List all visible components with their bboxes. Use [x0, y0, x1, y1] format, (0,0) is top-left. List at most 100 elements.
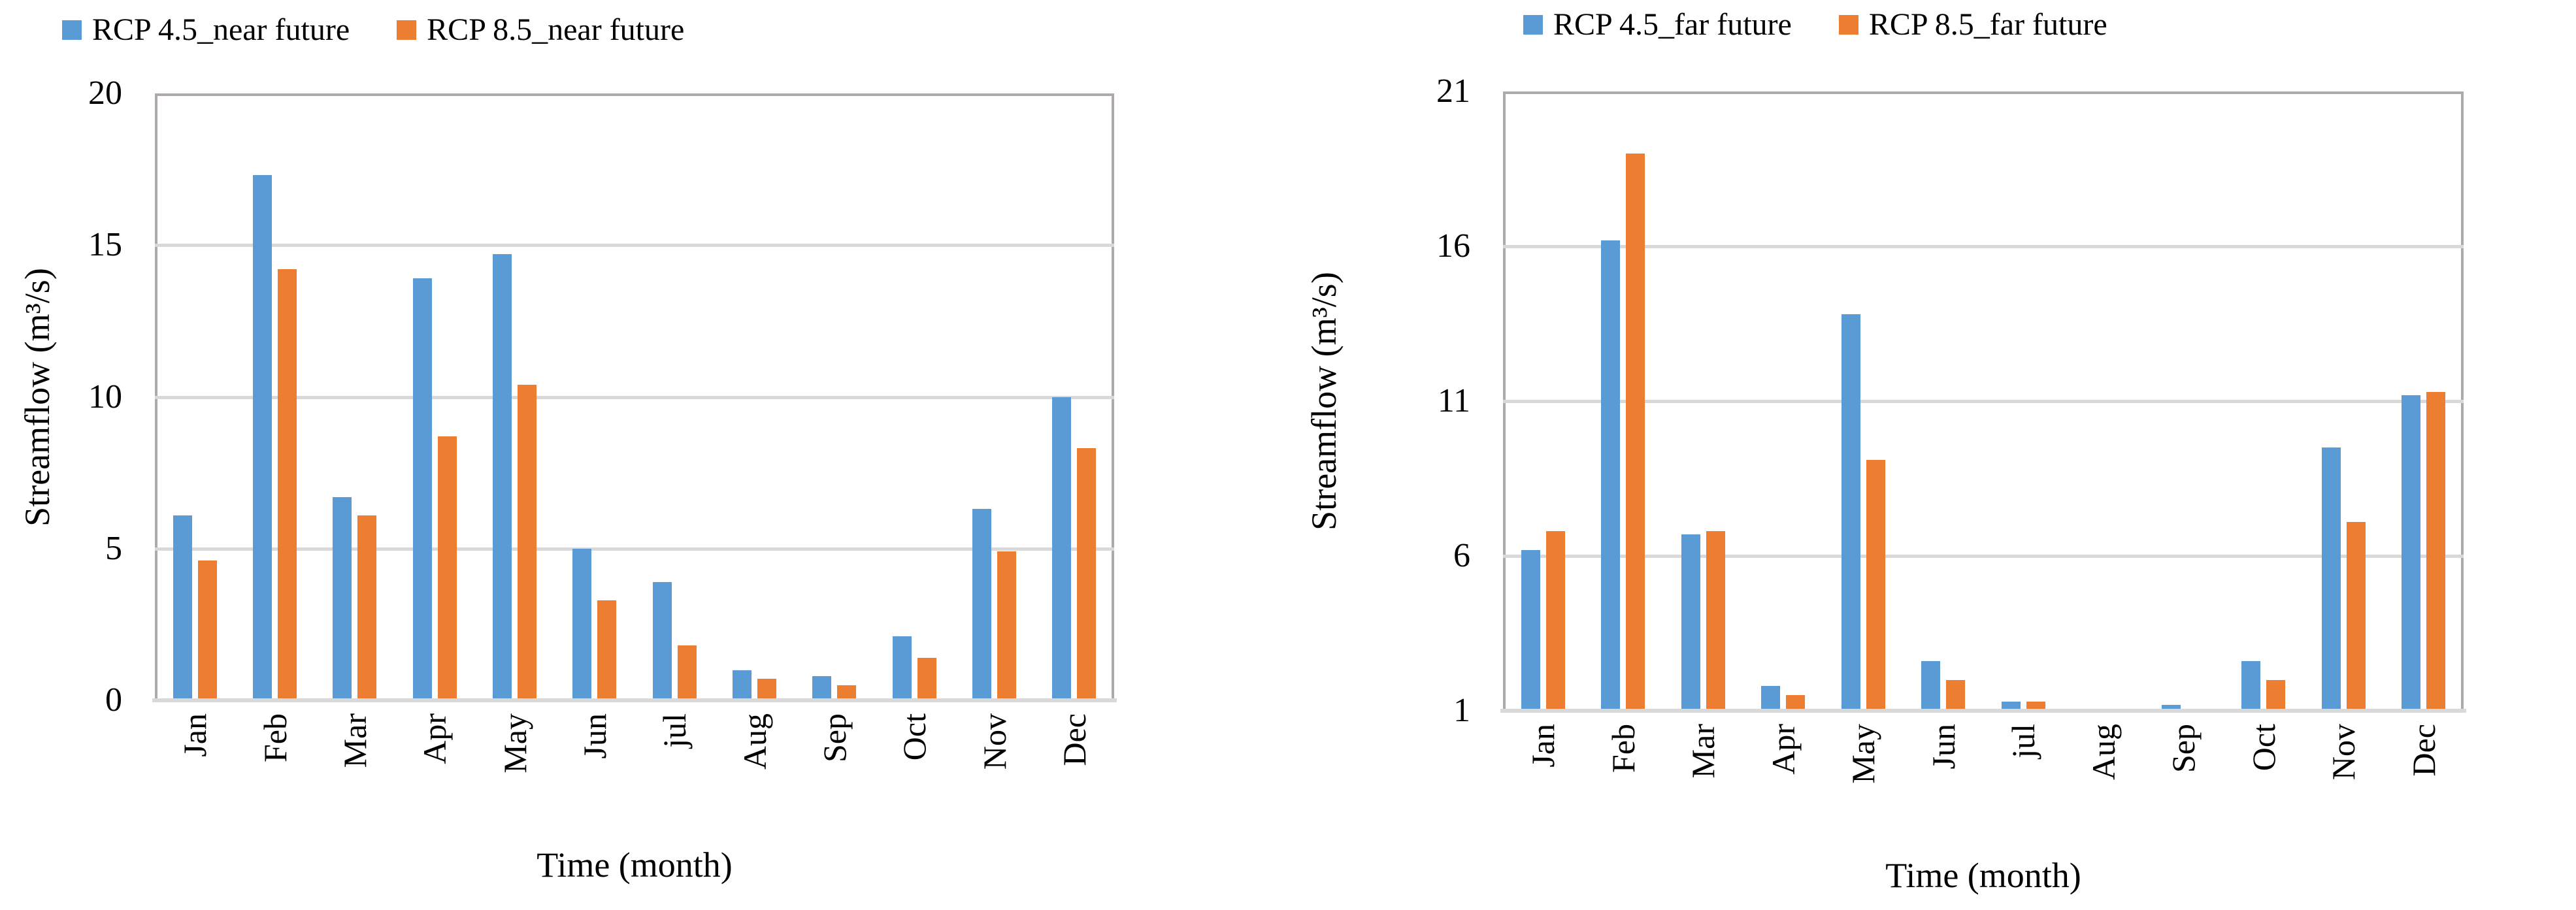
x-tick-label-May: May	[494, 713, 536, 773]
x-tick-text: Dec	[2405, 724, 2442, 777]
bar-far-future-series1-Feb	[1626, 153, 1645, 711]
legend-label: RCP 4.5_far future	[1553, 7, 1792, 42]
legend-swatch-icon	[397, 20, 417, 40]
x-axis-line-near-future	[152, 698, 1117, 702]
x-tick-text: Oct	[896, 713, 933, 761]
legend-swatch-icon	[1838, 15, 1858, 35]
y-tick-label: 21	[1436, 73, 1470, 110]
x-tick-label-Aug: Aug	[2083, 724, 2124, 780]
x-tick-text: Nov	[976, 713, 1013, 770]
legend-item-chart-near-future-series1: RCP 8.5_near future	[397, 14, 684, 46]
bar-far-future-series0-jul	[2001, 701, 2021, 711]
x-tick-text: Dec	[1055, 713, 1093, 766]
x-tick-label-Mar: Mar	[1682, 724, 1724, 778]
x-tick-label-Nov: Nov	[974, 713, 1016, 770]
y-tick-label: 10	[88, 378, 122, 415]
gridline-far-future-11	[1503, 400, 2464, 403]
bar-near-future-series0-Mar	[333, 496, 352, 700]
x-tick-label-jul: jul	[653, 713, 695, 748]
bar-far-future-series1-jul	[2026, 701, 2045, 711]
bar-far-future-series0-Oct	[2241, 661, 2261, 711]
gridline-far-future-16	[1503, 245, 2464, 248]
bar-near-future-series1-Aug	[757, 679, 776, 700]
bar-near-future-series1-Mar	[357, 515, 377, 700]
x-tick-text: Apr	[1764, 724, 1802, 775]
x-tick-label-Apr: Apr	[1762, 724, 1804, 775]
x-tick-text: Apr	[416, 713, 454, 764]
bar-near-future-series1-Jun	[597, 600, 617, 700]
bar-far-future-series0-Jun	[1921, 661, 1941, 711]
x-tick-text: Jun	[1924, 724, 1962, 770]
bar-near-future-series0-Jan	[173, 515, 192, 700]
x-tick-label-Sep: Sep	[814, 713, 855, 762]
bar-far-future-series1-Nov	[2346, 521, 2366, 711]
bar-far-future-series1-Mar	[1706, 531, 1725, 711]
bar-near-future-series1-May	[518, 384, 537, 700]
x-tick-label-Mar: Mar	[334, 713, 376, 768]
x-tick-label-Aug: Aug	[734, 713, 776, 770]
bar-far-future-series1-May	[1866, 460, 1885, 711]
x-tick-text: Mar	[336, 713, 373, 768]
gridline-near-future-15	[155, 244, 1114, 248]
bar-near-future-series0-Sep	[812, 675, 832, 700]
x-tick-text: jul	[656, 713, 693, 748]
x-tick-text: Oct	[2245, 724, 2282, 772]
x-tick-text: Feb	[1604, 724, 1642, 773]
y-axis-title-far-future: Streamflow (m³/s)	[1304, 272, 1344, 530]
bar-near-future-series1-Feb	[278, 269, 297, 700]
bar-far-future-series1-Jun	[1946, 679, 1966, 711]
y-tick-label: 6	[1453, 537, 1470, 574]
bar-near-future-series0-Feb	[253, 175, 272, 700]
legend-swatch-icon	[1523, 15, 1543, 35]
bar-near-future-series0-May	[493, 254, 512, 700]
x-tick-text: May	[1845, 724, 1882, 784]
bar-near-future-series0-Dec	[1052, 397, 1072, 700]
bar-far-future-series1-Oct	[2266, 679, 2286, 711]
legend-label: RCP 8.5_near future	[427, 12, 685, 47]
bar-near-future-series1-Apr	[437, 436, 457, 700]
x-tick-label-Feb: Feb	[1602, 724, 1644, 773]
x-tick-text: Feb	[256, 713, 293, 762]
x-axis-title-near-future: Time (month)	[537, 845, 733, 885]
bar-near-future-series0-jul	[652, 581, 672, 700]
x-tick-label-Dec: Dec	[2403, 724, 2445, 777]
x-tick-text: Nov	[2325, 724, 2362, 781]
x-tick-text: Sep	[816, 713, 853, 762]
x-tick-label-May: May	[1842, 724, 1884, 784]
legend-item-chart-far-future-series1: RCP 8.5_far future	[1838, 9, 2107, 41]
x-tick-text: Jun	[576, 713, 613, 759]
bar-near-future-series1-jul	[677, 645, 697, 700]
legend-label: RCP 4.5_near future	[92, 12, 350, 47]
gridline-far-future-6	[1503, 555, 2464, 558]
y-tick-label: 16	[1436, 227, 1470, 265]
x-tick-label-Jan: Jan	[1522, 724, 1564, 768]
bar-far-future-series0-Mar	[1681, 534, 1700, 711]
x-tick-text: May	[496, 713, 533, 773]
bar-far-future-series1-Jan	[1545, 531, 1565, 711]
x-tick-text: Jan	[1525, 724, 1562, 768]
bar-near-future-series1-Oct	[917, 657, 936, 700]
x-tick-label-Jan: Jan	[174, 713, 216, 757]
bar-near-future-series1-Sep	[837, 685, 857, 700]
legend-far-future: RCP 4.5_far future RCP 8.5_far future	[1523, 9, 2107, 41]
y-tick-label: 5	[105, 529, 122, 567]
x-axis-line-far-future	[1500, 709, 2466, 713]
y-axis-title-near-future: Streamflow (m³/s)	[18, 267, 57, 527]
legend-near-future: RCP 4.5_near future RCP 8.5_near future	[62, 14, 684, 46]
x-tick-label-Apr: Apr	[414, 713, 455, 764]
y-tick-label: 20	[88, 74, 122, 112]
x-tick-text: jul	[2005, 724, 2042, 758]
gridline-near-future-5	[155, 547, 1114, 551]
bar-far-future-series1-Apr	[1786, 695, 1806, 711]
x-tick-label-Dec: Dec	[1053, 713, 1095, 766]
legend-swatch-icon	[62, 20, 82, 40]
bar-far-future-series0-Jan	[1521, 549, 1540, 711]
y-tick-label: 11	[1437, 382, 1470, 419]
bar-near-future-series1-Nov	[997, 551, 1016, 700]
x-tick-label-Sep: Sep	[2162, 724, 2204, 773]
bar-far-future-series0-Feb	[1601, 240, 1621, 711]
bar-far-future-series0-Dec	[2402, 395, 2421, 711]
x-tick-text: Sep	[2165, 724, 2202, 773]
x-tick-label-jul: jul	[2002, 724, 2044, 758]
